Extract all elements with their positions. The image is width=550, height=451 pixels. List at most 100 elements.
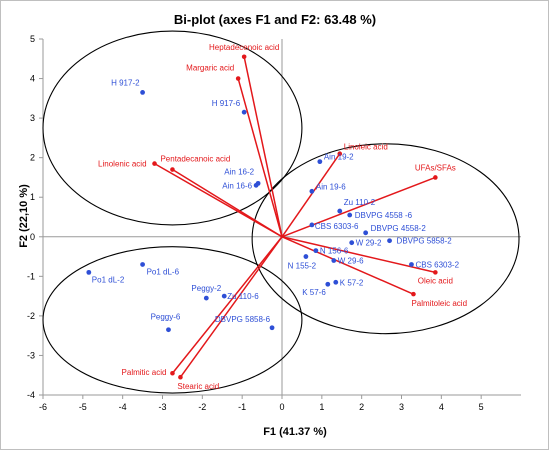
observation-point xyxy=(363,230,369,236)
observation-label: W 29-2 xyxy=(356,239,382,248)
chart-title: Bi-plot (axes F1 and F2: 63.48 %) xyxy=(173,12,377,27)
observation-point xyxy=(303,254,309,259)
observation-label: DBVPG 4558 -6 xyxy=(355,211,413,220)
observation-label: DBVPG 5858-2 xyxy=(397,237,453,246)
observation-point xyxy=(317,159,323,165)
variable-point xyxy=(337,151,343,157)
y-tick-label: 3 xyxy=(30,113,35,123)
observation-label: Peggy-6 xyxy=(151,313,181,322)
observation-label: W 29-6 xyxy=(338,257,364,266)
y-tick-label: 0 xyxy=(30,232,35,242)
observation-label: Ain 16-6 xyxy=(222,181,252,190)
observation-label: K 57-2 xyxy=(340,278,364,287)
observation-point xyxy=(333,279,339,285)
variable-point xyxy=(235,76,241,81)
variable-label: Linoleic acid xyxy=(344,143,388,152)
observation-point xyxy=(269,325,275,331)
variable-vector xyxy=(179,236,283,378)
y-tick-label: 4 xyxy=(30,74,35,84)
y-tick-label: -3 xyxy=(27,350,35,360)
observation-label: Peggy-2 xyxy=(191,284,221,293)
variable-label: Palmitic acid xyxy=(122,368,167,377)
variable-label: Heptadecenoic acid xyxy=(209,43,279,52)
variable-vector xyxy=(172,168,283,238)
x-tick-label: -5 xyxy=(79,402,87,412)
observation-label: Po1 dL-6 xyxy=(147,267,180,276)
observation-point xyxy=(313,248,319,254)
observation-label: K 57-6 xyxy=(302,288,326,297)
y-tick-label: 5 xyxy=(30,34,35,44)
variable-point xyxy=(241,54,247,60)
variable-label: UFAs/SFAs xyxy=(415,163,456,172)
variable-point xyxy=(178,374,183,380)
observation-point xyxy=(325,281,331,287)
observation-label: Ain 19-6 xyxy=(316,182,346,191)
x-tick-label: 1 xyxy=(319,402,324,412)
x-tick-label: 3 xyxy=(399,402,404,412)
x-tick-label: 5 xyxy=(479,402,484,412)
variable-point xyxy=(433,270,438,275)
observation-point xyxy=(86,269,92,275)
cluster-ellipse xyxy=(42,30,303,226)
observation-label: DBVPG 4558-2 xyxy=(371,224,427,233)
observation-label: CBS 6303-6 xyxy=(315,222,359,231)
variable-vector xyxy=(281,176,436,238)
observation-point xyxy=(309,188,315,194)
observation-point xyxy=(140,262,145,267)
observation-point xyxy=(203,295,209,301)
observation-point xyxy=(331,258,337,263)
x-tick-label: 2 xyxy=(359,402,364,412)
variable-label: Palmitoleic acid xyxy=(411,299,467,308)
variable-point xyxy=(170,167,175,172)
y-tick-label: -2 xyxy=(27,311,35,321)
variable-point xyxy=(411,291,416,297)
y-tick-label: -4 xyxy=(27,390,35,400)
variable-point xyxy=(433,175,438,180)
x-tick-label: -3 xyxy=(158,402,166,412)
variable-vector xyxy=(171,236,283,374)
variable-vector xyxy=(281,236,436,274)
cluster-ellipse xyxy=(251,143,520,335)
variable-point xyxy=(152,161,157,166)
observation-label: H 917-2 xyxy=(111,78,140,87)
observation-label: N 155-2 xyxy=(288,262,317,271)
observation-point xyxy=(409,262,414,267)
observation-point xyxy=(140,90,145,95)
observation-label: Zu 110-6 xyxy=(227,292,259,301)
observation-label: Ain 16-2 xyxy=(224,167,254,176)
variable-label: Pentadecanoic acid xyxy=(160,155,230,164)
x-axis-label: F1 (41.37 %) xyxy=(263,426,327,438)
variable-point xyxy=(170,370,175,376)
variable-vector xyxy=(237,78,283,237)
y-tick-label: 2 xyxy=(30,153,35,163)
x-tick-label: 4 xyxy=(439,402,444,412)
observation-label: CBS 6303-2 xyxy=(415,260,459,269)
observation-label: Ain 19-2 xyxy=(324,153,354,162)
y-tick-label: -1 xyxy=(27,271,35,281)
x-tick-label: -4 xyxy=(119,402,127,412)
observation-label: DBVPG 5858-6 xyxy=(215,315,271,324)
x-tick-label: -1 xyxy=(238,402,246,412)
x-tick-label: 0 xyxy=(279,402,284,412)
variable-vector xyxy=(243,56,283,237)
observation-label: Po1 dL-2 xyxy=(92,275,125,284)
observation-point xyxy=(309,222,315,228)
observation-label: N 156-6 xyxy=(320,247,349,256)
observation-point xyxy=(349,240,355,246)
x-tick-label: -6 xyxy=(39,402,47,412)
observation-point xyxy=(347,212,353,218)
variable-vector xyxy=(281,153,341,238)
variable-label: Stearic acid xyxy=(177,382,219,391)
y-tick-label: 1 xyxy=(30,192,35,202)
x-tick-label: -2 xyxy=(198,402,206,412)
observation-point xyxy=(337,208,343,214)
observation-label: Zu 110-2 xyxy=(344,198,376,207)
variable-label: Oleic acid xyxy=(418,276,453,285)
observation-label: H 917-6 xyxy=(212,99,241,108)
variable-label: Margaric acid xyxy=(186,64,234,73)
variable-label: Linolenic acid xyxy=(98,160,146,169)
observation-point xyxy=(253,182,259,188)
cluster-ellipse xyxy=(42,246,303,394)
